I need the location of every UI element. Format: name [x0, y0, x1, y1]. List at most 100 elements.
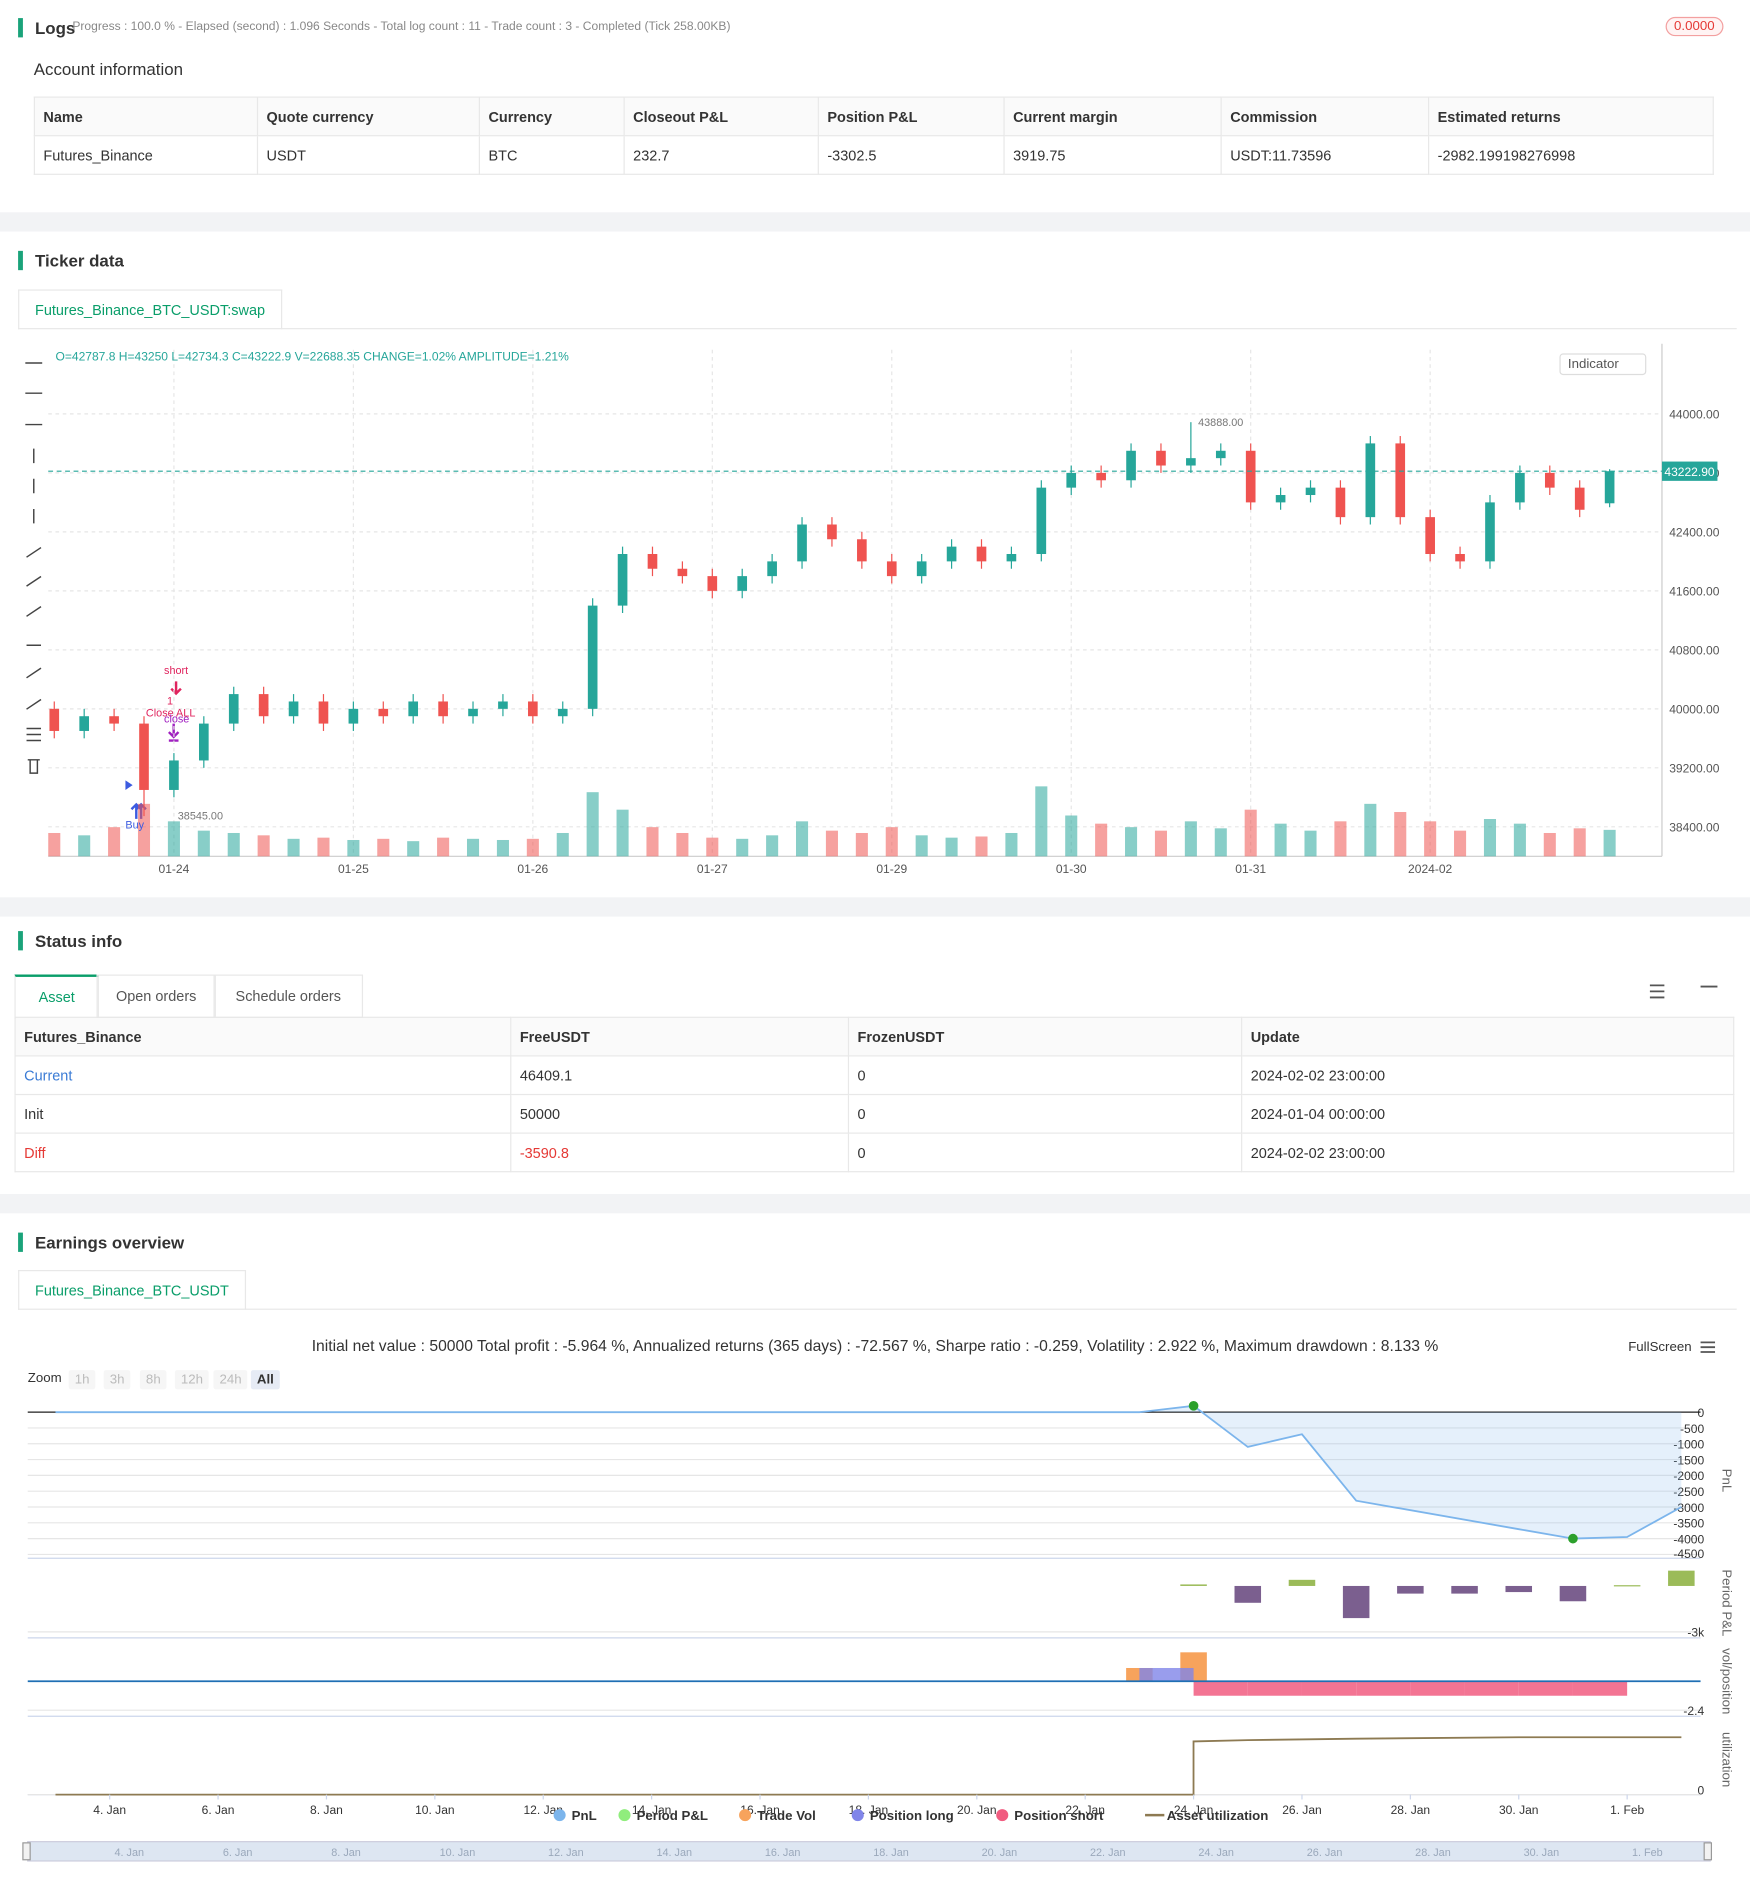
cell: -3590.8 [510, 1132, 850, 1173]
nav-handle[interactable] [22, 1842, 31, 1861]
column-header: Futures_Binance [14, 1016, 512, 1057]
zoom-button[interactable]: All [250, 1370, 280, 1390]
legend-symbol [851, 1809, 864, 1822]
nav-tick-label: 10. Jan [440, 1847, 476, 1859]
volume-bar [377, 838, 390, 857]
legend-symbol [996, 1809, 1009, 1822]
row: Diff -3590.8 0 2024-02-02 23:00:00 [14, 1132, 1735, 1173]
position-bar [1410, 1681, 1465, 1696]
table: Futures_Binance FreeUSDT FrozenUSDT Update C… [14, 1016, 1735, 1173]
legend-label: Asset utilization [1167, 1808, 1269, 1823]
ticker-tab[interactable]: Futures_Binance_BTC_USDT:swap [18, 289, 282, 330]
tab-line [18, 1308, 1737, 1310]
candle-body [707, 576, 718, 591]
x-tick-label: 12. Jan [523, 1803, 563, 1817]
candle-body [1395, 443, 1406, 518]
row: Current 46409.1 0 2024-02-02 23:00:00 [14, 1055, 1735, 1096]
y-tick-label: 43200.00 [1669, 467, 1720, 481]
nav-tick-label: 24. Jan [1198, 1847, 1234, 1859]
cell: 2024-02-02 23:00:00 [1241, 1132, 1735, 1173]
y-tick-label: -1000 [1673, 1438, 1704, 1452]
candle-body [498, 701, 508, 709]
x-tick-label: 01-25 [338, 862, 369, 876]
last-price-box [1661, 461, 1718, 481]
candle-body [1485, 502, 1495, 562]
fullscreen[interactable]: FullScreen [1628, 1339, 1692, 1355]
separator [0, 1194, 1750, 1214]
ticker-title: Ticker data [18, 250, 124, 271]
volume-bar [407, 841, 420, 857]
volume-bar [1095, 823, 1108, 857]
volume-bar [287, 838, 300, 857]
column-header: Estimated returns [1427, 96, 1714, 137]
nav-tick-label: 16. Jan [765, 1847, 801, 1859]
x-tick-label: 4. Jan [93, 1803, 126, 1817]
indicator-button[interactable]: Indicator [1559, 353, 1647, 376]
candle-body [1066, 472, 1077, 488]
candle-body [797, 524, 807, 562]
zoom-button[interactable]: 12h [174, 1370, 210, 1390]
axis-title: PnL [1719, 1469, 1734, 1493]
period-bar [1451, 1585, 1478, 1594]
candle-body [617, 554, 628, 606]
y-tick-label: 42400.00 [1669, 526, 1720, 540]
period-bar [1180, 1584, 1207, 1586]
nav-tick-label: 1. Feb [1632, 1847, 1663, 1859]
nav-tick-label: 8. Jan [331, 1847, 361, 1859]
volume-bar [1274, 823, 1287, 857]
earnings-tab[interactable]: Futures_Binance_BTC_USDT [18, 1269, 246, 1310]
candle-body [288, 701, 299, 717]
zoom-button[interactable]: 1h [68, 1370, 96, 1390]
cell: 50000 [510, 1093, 850, 1134]
nav-tick-label: 30. Jan [1524, 1847, 1560, 1859]
period-bar [1234, 1585, 1262, 1603]
zoom-button[interactable]: 24h [213, 1370, 248, 1390]
volume-bar [945, 837, 958, 857]
period-bar [1342, 1585, 1370, 1619]
volume-bar [227, 832, 240, 857]
utilization-line [55, 1736, 1682, 1796]
position-bar [1464, 1681, 1519, 1696]
row: Init 50000 0 2024-01-04 00:00:00 [14, 1093, 1735, 1134]
cell: 2024-01-04 00:00:00 [1241, 1093, 1735, 1134]
status-tab[interactable]: Open orders [96, 974, 216, 1018]
legend-label: Position long [870, 1808, 954, 1823]
legend-label: PnL [572, 1808, 597, 1823]
x-tick-label: 24. Jan [1174, 1803, 1214, 1817]
volume-bar [1483, 819, 1497, 857]
volume-bar [1394, 812, 1407, 857]
nav-tick-label: 20. Jan [982, 1847, 1018, 1859]
status-tab[interactable]: Asset [14, 974, 99, 1020]
candle-body [1574, 487, 1585, 510]
volume-bar [975, 836, 988, 857]
zoom-button[interactable]: 8h [139, 1370, 167, 1390]
position-bar [1301, 1681, 1357, 1696]
candle-body [557, 708, 568, 717]
zoom-button[interactable]: 3h [103, 1370, 131, 1390]
nav-tick-label: 22. Jan [1090, 1847, 1126, 1859]
signal-label: Close ALL [146, 707, 195, 719]
volume-bar [197, 830, 210, 857]
nav-tick-label: 4. Jan [114, 1847, 144, 1859]
candle-body [1544, 472, 1555, 488]
candle-body [886, 561, 897, 577]
volume-bar [257, 835, 270, 857]
nav-handle[interactable] [1703, 1842, 1713, 1861]
pnl-area [55, 1405, 1682, 1539]
period-bar [1397, 1585, 1424, 1594]
column-header: Commission [1220, 96, 1430, 137]
volume-bar [706, 837, 719, 857]
nav-tick-label: 6. Jan [223, 1847, 253, 1859]
position-bar [1139, 1667, 1194, 1682]
volume-bar [855, 832, 868, 857]
position-bar [1180, 1652, 1207, 1682]
y-tick-label: 40800.00 [1669, 644, 1720, 658]
y-tick-label: -1500 [1673, 1453, 1704, 1467]
volume-bar [1454, 830, 1467, 857]
zoom-label: Zoom [27, 1371, 62, 1386]
status-tab[interactable]: Schedule orders [213, 974, 364, 1018]
volume-bar [347, 839, 360, 857]
y-tick-label: 0 [1697, 1406, 1704, 1420]
volume-bar [1005, 832, 1018, 857]
x-tick-label: 01-27 [697, 862, 728, 876]
